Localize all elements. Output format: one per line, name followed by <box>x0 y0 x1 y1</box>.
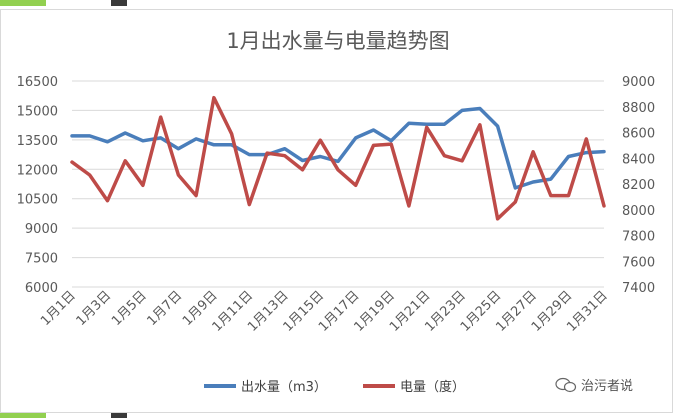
series-line-power <box>70 95 606 221</box>
y-left-tick-label: 12000 <box>17 163 58 178</box>
y-right-tick-label: 8800 <box>622 101 655 116</box>
y-left-tick-label: 16500 <box>17 75 58 90</box>
y-right-tick-label: 8600 <box>622 127 655 142</box>
y-right-tick-label: 7800 <box>622 230 655 245</box>
y-right-tick-label: 8000 <box>622 204 655 219</box>
y-left-tick-label: 6000 <box>25 281 58 296</box>
bottom-dark-mark <box>111 413 127 418</box>
chart-frame <box>0 9 673 413</box>
y-right-tick-label: 8200 <box>622 178 655 193</box>
y-right-tick-label: 9000 <box>622 75 655 90</box>
y-right-tick-label: 8400 <box>622 152 655 167</box>
x-tick-label: 1月7日 <box>145 288 186 329</box>
y-right-tick-label: 7600 <box>622 255 655 270</box>
x-tick-label: 1月3日 <box>74 288 115 329</box>
y-left-tick-label: 10500 <box>17 193 58 208</box>
watermark: 治污者说 <box>555 375 633 394</box>
legend-label-water: 出水量（m3） <box>241 380 327 395</box>
y-right-tick-label: 7400 <box>622 281 655 296</box>
y-left-tick-label: 13500 <box>17 134 58 149</box>
x-tick-label: 1月5日 <box>109 288 150 329</box>
legend: 出水量（m3） 电量（度） <box>204 379 465 395</box>
left-axis-ticks: 6000 7500 9000 10500 12000 13500 15000 16500 <box>17 75 58 296</box>
legend-label-power: 电量（度） <box>400 379 465 395</box>
x-axis-ticks: 1月1日1月3日1月5日1月7日1月9日1月11日1月13日1月15日1月17日… <box>38 288 611 335</box>
top-dark-mark <box>111 0 127 6</box>
top-left-green-mark <box>0 0 46 6</box>
y-left-tick-label: 9000 <box>25 222 58 237</box>
bottom-left-green-mark <box>0 413 46 418</box>
watermark-text: 治污者说 <box>581 379 634 394</box>
y-left-tick-label: 15000 <box>17 104 58 119</box>
y-left-tick-label: 7500 <box>25 252 58 267</box>
series-lines <box>70 95 606 221</box>
series-line-water <box>70 106 606 190</box>
chart-title: 1月出水量与电量趋势图 <box>226 29 449 53</box>
wechat-bubble-icon <box>555 377 577 392</box>
right-axis-ticks: 7400 7600 7800 8000 8200 8400 8600 8800 9000 <box>622 75 655 296</box>
